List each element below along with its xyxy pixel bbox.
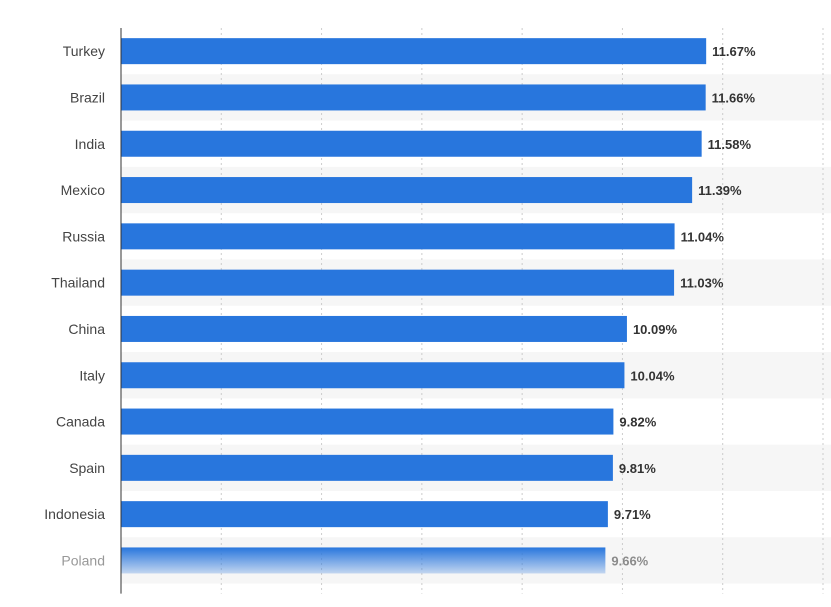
bar[interactable] (121, 177, 693, 204)
value-label: 11.03% (680, 276, 724, 291)
category-label: China (68, 321, 105, 337)
category-label: Turkey (63, 43, 105, 59)
category-label: Indonesia (44, 506, 105, 522)
category-label: Brazil (70, 89, 105, 105)
value-label: 11.66% (712, 90, 756, 105)
category-label: Canada (56, 414, 105, 430)
value-label: 11.39% (698, 183, 742, 198)
value-label: 9.82% (619, 415, 656, 430)
bar[interactable] (121, 84, 706, 111)
bar[interactable] (121, 501, 608, 528)
category-label: Mexico (61, 182, 106, 198)
value-label: 10.09% (633, 322, 678, 337)
bar[interactable] (121, 454, 613, 481)
value-label: 9.66% (611, 553, 648, 568)
bar[interactable] (121, 315, 627, 342)
category-label: Spain (69, 460, 105, 476)
category-label: Poland (61, 552, 105, 568)
bar[interactable] (121, 408, 614, 435)
value-label: 11.04% (681, 229, 725, 244)
value-label: 10.04% (630, 368, 675, 383)
bar[interactable] (121, 547, 606, 574)
category-label: Thailand (51, 275, 105, 291)
bar[interactable] (121, 269, 675, 296)
value-label: 9.81% (619, 461, 656, 476)
value-label: 11.58% (708, 137, 752, 152)
category-label: Russia (62, 228, 105, 244)
bar[interactable] (121, 362, 625, 389)
bar[interactable] (121, 223, 675, 250)
bar[interactable] (121, 38, 707, 65)
value-label: 11.67% (712, 44, 756, 59)
category-label: India (75, 136, 106, 152)
bar[interactable] (121, 130, 702, 157)
value-label: 9.71% (614, 507, 651, 522)
category-label: Italy (79, 367, 105, 383)
